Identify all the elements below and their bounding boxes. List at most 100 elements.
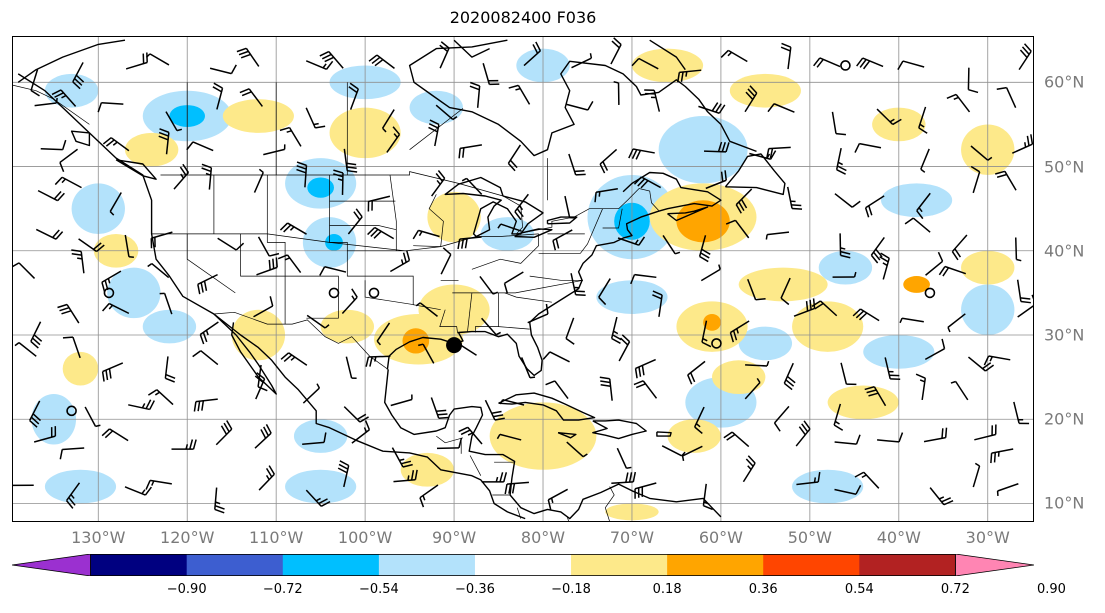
longitude-label: 50°W	[787, 528, 832, 547]
wind-barb	[368, 54, 395, 69]
wind-barb	[51, 89, 77, 107]
wind-barb	[201, 163, 213, 190]
field-blob	[107, 267, 161, 319]
wind-barb	[305, 60, 334, 70]
field-blob	[631, 48, 704, 83]
wind-barb	[834, 434, 861, 445]
wind-barb	[158, 128, 170, 155]
wind-barb	[199, 321, 219, 345]
wind-barb	[124, 234, 134, 258]
field-blob	[402, 328, 430, 354]
wind-barb	[611, 471, 637, 484]
wind-barb	[742, 455, 756, 483]
field-blob	[827, 385, 899, 420]
wind-barb	[745, 360, 770, 367]
wind-barb	[59, 447, 85, 460]
wind-barb	[159, 292, 173, 315]
wind-barb	[773, 405, 790, 432]
wind-barb	[633, 176, 662, 189]
field-blob	[142, 309, 197, 344]
latitude-label: 20°N	[1044, 409, 1085, 429]
wind-barb	[461, 177, 483, 195]
colorbar-segment	[571, 554, 668, 576]
border-line	[498, 326, 530, 330]
wind-barb	[302, 432, 327, 446]
wind-barb	[145, 53, 170, 66]
border-line	[151, 233, 477, 252]
wind-barb	[440, 247, 452, 275]
wind-barb	[983, 355, 1011, 366]
wind-barb	[12, 484, 34, 488]
wind-barb	[747, 279, 766, 301]
wind-barb	[33, 426, 57, 443]
wind-barb	[347, 208, 363, 235]
field-blob	[703, 313, 721, 331]
field-blob	[658, 116, 748, 184]
wind-barb	[333, 169, 344, 195]
wind-barb	[71, 249, 85, 274]
wind-barb	[280, 352, 308, 366]
wind-barb	[192, 350, 219, 366]
coastlines	[17, 39, 786, 520]
field-blob	[792, 469, 864, 504]
coastline	[386, 171, 722, 377]
wind-barb	[796, 471, 821, 486]
coastline	[667, 206, 709, 222]
wind-barb	[786, 186, 803, 210]
wind-barb	[884, 357, 901, 380]
wind-barb	[767, 103, 795, 113]
wind-barb	[337, 460, 350, 488]
wind-barb	[877, 432, 904, 443]
colorbar-outline	[90, 554, 956, 576]
wind-barb	[918, 106, 928, 134]
border-line	[476, 233, 539, 237]
latitude-label: 60°N	[1044, 72, 1085, 92]
wind-barb	[101, 362, 124, 382]
wind-barb	[634, 482, 657, 499]
wind-barb	[967, 67, 979, 94]
field-blob	[124, 132, 179, 167]
wind-barb	[193, 398, 218, 412]
wind-barb	[376, 322, 391, 346]
wind-barb	[503, 271, 524, 294]
field-blob	[676, 200, 730, 243]
wind-barb	[507, 144, 522, 172]
border-line	[266, 175, 286, 325]
wind-barb	[481, 472, 508, 483]
wind-barb	[852, 308, 880, 322]
wind-barb	[343, 148, 358, 173]
border-line	[364, 280, 415, 306]
wind-barb	[253, 296, 274, 318]
wind-barb	[499, 398, 525, 406]
wind-barb	[345, 356, 357, 379]
wind-barb	[946, 93, 971, 113]
wind-barb	[415, 302, 438, 317]
field-blob	[712, 360, 766, 394]
coastline	[408, 39, 757, 157]
wind-barb	[813, 57, 841, 68]
wind-barb	[367, 195, 391, 212]
wind-barb	[523, 41, 542, 67]
calm-wind-circle	[103, 287, 115, 299]
wind-barb	[566, 100, 594, 111]
wind-barb	[124, 486, 153, 496]
wind-barb	[633, 380, 658, 399]
border-line	[436, 435, 464, 444]
coastline	[724, 153, 786, 196]
border-line	[213, 311, 389, 370]
wind-barb	[765, 146, 791, 159]
wind-barb	[458, 426, 483, 445]
border-line	[240, 233, 339, 319]
wind-barb	[217, 237, 245, 251]
storm-marker	[446, 337, 463, 354]
wind-barb	[391, 447, 413, 468]
field-blob	[409, 90, 463, 125]
wind-barb	[594, 188, 618, 203]
border-line	[389, 174, 397, 251]
wind-barb	[613, 80, 620, 105]
wind-barb	[720, 49, 748, 63]
wind-barb	[864, 386, 887, 407]
wind-barb	[545, 380, 569, 400]
latitude-label: 30°N	[1044, 325, 1085, 345]
border-line	[529, 275, 583, 281]
